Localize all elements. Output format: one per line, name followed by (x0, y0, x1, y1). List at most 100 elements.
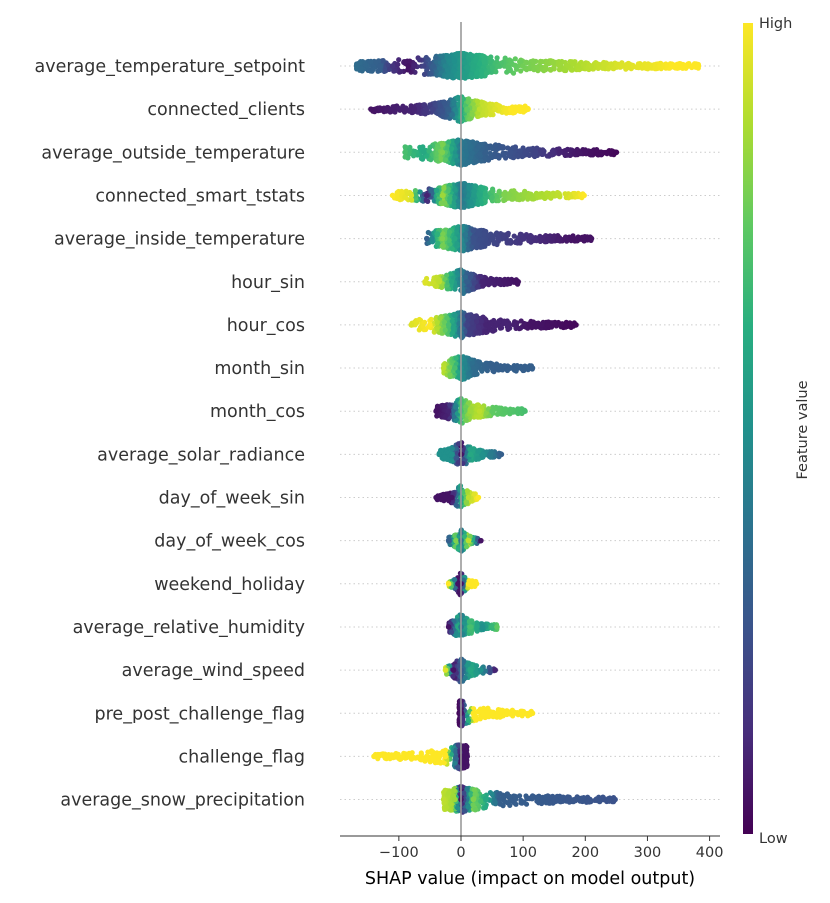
shap-point (438, 108, 445, 114)
shap-point (422, 278, 428, 285)
shap-point (470, 314, 476, 320)
shap-point (420, 63, 427, 69)
shap-point (695, 63, 702, 69)
shap-point (439, 192, 446, 199)
feature-row-average-outside-temperature (402, 137, 620, 168)
shap-point (396, 57, 402, 63)
shap-point (469, 326, 475, 332)
shap-point (420, 149, 427, 156)
shap-point (494, 55, 500, 61)
shap-point (478, 318, 484, 324)
shap-point (581, 192, 587, 199)
shap-point (445, 186, 451, 192)
shap-point (523, 59, 529, 65)
shap-point (434, 187, 440, 193)
shap-point (457, 182, 463, 188)
shap-point (493, 323, 499, 329)
shap-point (437, 65, 443, 71)
shap-point (467, 116, 473, 122)
shap-point (567, 194, 574, 200)
shap-point (493, 69, 499, 75)
shap-point (669, 63, 676, 69)
shap-point (478, 158, 484, 164)
shap-point (570, 61, 576, 67)
shap-point (469, 111, 475, 117)
shap-point (674, 62, 680, 68)
shap-point (544, 59, 550, 65)
shap-point (474, 319, 480, 325)
feature-label-connected-clients: connected_clients (147, 100, 305, 120)
shap-point (408, 322, 415, 328)
shap-point (448, 278, 455, 285)
shap-point (402, 149, 408, 156)
shap-point (411, 106, 418, 112)
shap-point (434, 326, 440, 332)
shap-point (449, 146, 455, 152)
shap-point (570, 235, 576, 242)
shap-point (574, 150, 581, 156)
shap-point (437, 315, 443, 321)
shap-point (447, 195, 453, 201)
beeswarm-points (353, 50, 702, 815)
shap-point (495, 278, 502, 285)
shap-point (439, 149, 446, 156)
shap-point (473, 183, 479, 189)
shap-point (465, 288, 471, 294)
feature-label-month-cos: month_cos (210, 402, 305, 422)
shap-point (557, 63, 564, 69)
shap-point (517, 148, 523, 154)
feature-label-weekend-holiday: weekend_holiday (154, 575, 305, 595)
shap-point (452, 187, 458, 193)
shap-point (426, 148, 432, 154)
shap-point (572, 190, 578, 197)
shap-point (624, 61, 630, 67)
shap-point (507, 106, 514, 112)
feature-row-average-inside-temperature (424, 223, 595, 254)
shap-point (664, 62, 670, 68)
shap-point (407, 58, 413, 64)
shap-point (544, 190, 551, 196)
shap-point (539, 322, 545, 328)
shap-point (435, 240, 441, 246)
shap-point (423, 197, 429, 203)
shap-point (487, 143, 494, 149)
shap-point (389, 63, 396, 69)
shap-point (450, 325, 456, 331)
shap-point (526, 192, 533, 199)
shap-point (439, 235, 446, 242)
feature-label-average-temperature-setpoint: average_temperature_setpoint (34, 57, 305, 77)
shap-point (573, 322, 579, 328)
shap-point (630, 64, 636, 70)
shap-point (609, 148, 615, 154)
shap-point (516, 192, 522, 199)
shap-point (474, 70, 480, 77)
shap-point (389, 106, 396, 112)
shap-point (483, 149, 489, 156)
shap-point (452, 106, 458, 113)
shap-point (389, 192, 396, 199)
shap-point (467, 144, 473, 150)
shap-point (613, 149, 620, 156)
shap-point (370, 66, 376, 73)
feature-row-hour-sin (422, 267, 521, 296)
shap-point (688, 63, 694, 69)
shap-point (465, 99, 471, 105)
shap-point (619, 63, 626, 69)
shap-point (468, 199, 474, 205)
shap-point (462, 231, 469, 237)
shap-point (427, 322, 433, 328)
shap-point (567, 147, 574, 153)
shap-point (526, 322, 533, 328)
shap-point (582, 149, 589, 156)
shap-point (520, 235, 526, 242)
shap-point (569, 67, 575, 73)
shap-point (522, 149, 528, 156)
shap-point (418, 155, 424, 162)
feature-label-average-inside-temperature: average_inside_temperature (54, 230, 305, 250)
shap-point (475, 330, 481, 336)
shap-point (522, 188, 528, 194)
shap-point (495, 63, 502, 69)
shap-point (399, 188, 405, 194)
shap-point (428, 187, 434, 193)
shap-point (445, 322, 452, 328)
